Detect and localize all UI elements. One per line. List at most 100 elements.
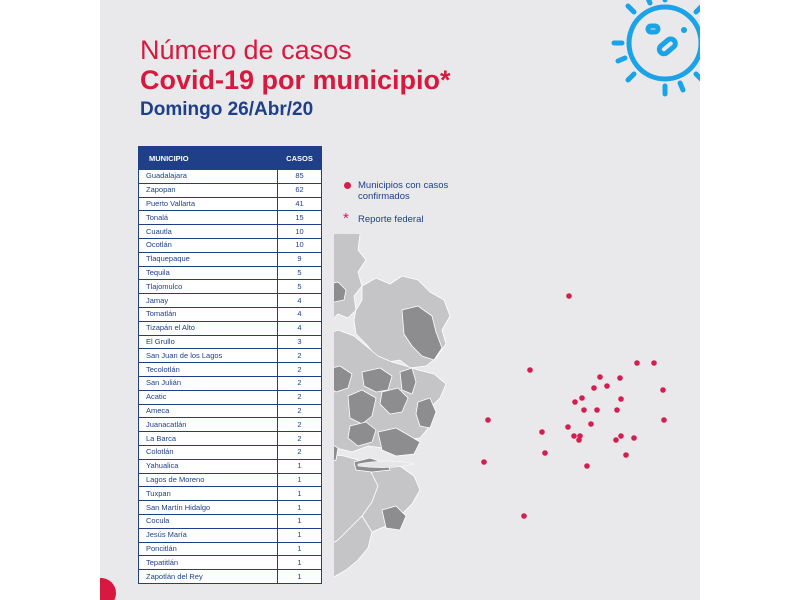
casos-cell: 2 bbox=[277, 444, 322, 460]
municipio-cell: Poncitlán bbox=[138, 541, 278, 557]
table-row: Juanacatlán 2 bbox=[138, 417, 322, 433]
municipio-cell: Jamay bbox=[138, 293, 278, 308]
map-region-lagos bbox=[401, 305, 443, 361]
map-region-tequila bbox=[334, 365, 353, 393]
case-marker bbox=[581, 407, 587, 413]
table-row: Poncitlán 1 bbox=[138, 541, 322, 557]
map-region-ocotlan bbox=[377, 427, 421, 457]
table-row: Puerto Vallarta 41 bbox=[138, 196, 322, 212]
table-row: Ameca 2 bbox=[138, 403, 322, 419]
table-row: San Martín Hidalgo 1 bbox=[138, 500, 322, 515]
municipio-cell: San Juan de los Lagos bbox=[138, 348, 278, 364]
municipio-cell: Cuautla bbox=[138, 224, 278, 239]
case-marker bbox=[588, 421, 594, 427]
casos-cell: 1 bbox=[277, 486, 322, 502]
table-row: Tonalá 15 bbox=[138, 210, 322, 226]
casos-cell: 5 bbox=[277, 265, 322, 281]
table-row: La Barca 2 bbox=[138, 431, 322, 446]
municipio-cell: Ameca bbox=[138, 403, 278, 419]
case-marker bbox=[521, 513, 527, 519]
table-row: San Juan de los Lagos 2 bbox=[138, 348, 322, 364]
map-region-zapopan bbox=[347, 389, 377, 425]
table-body: Guadalajara 85 Zapopan 62 Puerto Vallarta 41 T… bbox=[138, 169, 322, 584]
map-region-yahualica bbox=[361, 367, 393, 393]
table-row: Tecolotlán 2 bbox=[138, 362, 322, 377]
casos-cell: 2 bbox=[277, 389, 322, 405]
case-marker bbox=[572, 399, 578, 405]
municipio-cell: Colotlán bbox=[138, 444, 278, 460]
red-dot-icon bbox=[344, 182, 351, 189]
table-row: Tizapán el Alto 4 bbox=[138, 320, 322, 336]
municipio-cell: Puerto Vallarta bbox=[138, 196, 278, 212]
table-row: Tuxpan 1 bbox=[138, 486, 322, 502]
column-header-municipio: MUNICIPIO bbox=[138, 146, 278, 170]
table-row: Tequila 5 bbox=[138, 265, 322, 281]
case-marker bbox=[571, 433, 577, 439]
case-marker bbox=[527, 367, 533, 373]
casos-cell: 2 bbox=[277, 375, 322, 391]
casos-cell: 41 bbox=[277, 196, 322, 212]
casos-cell: 15 bbox=[277, 210, 322, 226]
case-marker bbox=[631, 435, 637, 441]
casos-cell: 2 bbox=[277, 431, 322, 446]
municipio-cell: Cocula bbox=[138, 513, 278, 529]
case-marker bbox=[591, 385, 597, 391]
municipio-cell: Tonalá bbox=[138, 210, 278, 226]
municipio-cell: Tecolotlán bbox=[138, 362, 278, 377]
case-marker bbox=[597, 374, 603, 380]
casos-cell: 1 bbox=[277, 513, 322, 529]
case-marker bbox=[618, 433, 624, 439]
municipio-cell: Tomatlán bbox=[138, 306, 278, 322]
case-marker bbox=[565, 424, 571, 430]
casos-cell: 85 bbox=[277, 169, 322, 184]
case-marker bbox=[661, 417, 667, 423]
municipio-cell: San Martín Hidalgo bbox=[138, 500, 278, 515]
legend-item-confirmed: Municipios con casos confirmados bbox=[344, 180, 488, 202]
case-marker bbox=[651, 360, 657, 366]
table-row: Tlajomulco 5 bbox=[138, 279, 322, 295]
case-marker bbox=[634, 360, 640, 366]
table-row: Jamay 4 bbox=[138, 293, 322, 308]
case-marker bbox=[594, 407, 600, 413]
case-marker bbox=[618, 396, 624, 402]
infographic: Número de casos Covid-19 por municipio* … bbox=[100, 0, 700, 600]
legend-item-federal: * Reporte federal bbox=[343, 211, 488, 226]
table-row: El Grullo 3 bbox=[138, 334, 322, 350]
lake-chapala bbox=[357, 460, 415, 468]
case-marker bbox=[614, 407, 620, 413]
case-marker bbox=[613, 437, 619, 443]
table-row: Tlaquepaque 9 bbox=[138, 251, 322, 267]
case-marker bbox=[623, 452, 629, 458]
map-region-tuxpan bbox=[381, 505, 407, 531]
table-row: Zapopan 62 bbox=[138, 182, 322, 198]
municipio-cell: Guadalajara bbox=[138, 169, 278, 184]
municipio-cell: Zapopan bbox=[138, 182, 278, 198]
table-row: Ocotlán 10 bbox=[138, 237, 322, 253]
municipio-cell: Tepatitlán bbox=[138, 555, 278, 571]
map-region-tlajomulco bbox=[347, 421, 377, 447]
case-marker bbox=[577, 433, 583, 439]
map-region-far-south bbox=[334, 515, 373, 578]
municipio-cell: Lagos de Moreno bbox=[138, 472, 278, 488]
casos-cell: 10 bbox=[277, 224, 322, 239]
title-line-2: Covid-19 por municipio* bbox=[140, 65, 451, 95]
casos-cell: 2 bbox=[277, 362, 322, 377]
table-row: Yahualica 1 bbox=[138, 458, 322, 474]
casos-cell: 1 bbox=[277, 541, 322, 557]
corner-decoration bbox=[100, 578, 116, 600]
casos-cell: 9 bbox=[277, 251, 322, 267]
municipio-cell: El Grullo bbox=[138, 334, 278, 350]
table-row: Lagos de Moreno 1 bbox=[138, 472, 322, 488]
date-subtitle: Domingo 26/Abr/20 bbox=[140, 99, 314, 120]
table-row: Colotlán 2 bbox=[138, 444, 322, 460]
municipio-cell: Tequila bbox=[138, 265, 278, 281]
municipio-cell: San Julián bbox=[138, 375, 278, 391]
case-marker bbox=[542, 450, 548, 456]
casos-cell: 1 bbox=[277, 569, 322, 584]
map-region-jalostotitlan bbox=[415, 397, 437, 429]
case-marker bbox=[604, 383, 610, 389]
table-row: Cuautla 10 bbox=[138, 224, 322, 239]
virus-icon bbox=[611, 0, 700, 97]
casos-cell: 1 bbox=[277, 527, 322, 543]
casos-cell: 10 bbox=[277, 237, 322, 253]
